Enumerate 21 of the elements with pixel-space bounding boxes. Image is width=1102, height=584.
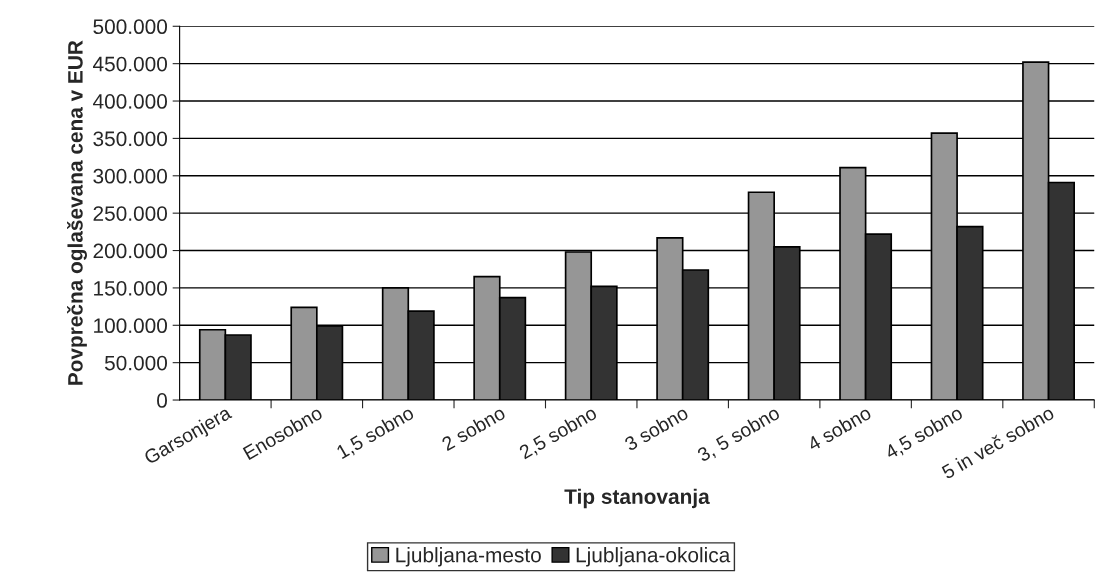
legend-label: Ljubljana-okolica <box>576 547 731 567</box>
x-tick-label: 3, 5 sobno <box>696 405 782 465</box>
y-tick-label: 200.000 <box>93 243 168 259</box>
x-tick-label: 2 sobno <box>440 405 507 452</box>
y-tick-label: 250.000 <box>93 206 168 221</box>
y-tick-label: 300.000 <box>93 168 168 184</box>
y-tick-label: 450.000 <box>93 56 168 72</box>
y-tick-label: 400.000 <box>93 94 168 109</box>
x-tick-label: 2,5 sobno <box>518 405 599 462</box>
legend-label: Ljubljana-mesto <box>396 547 541 567</box>
y-axis-title: Povprečna oglaševana cena v EUR <box>67 40 87 385</box>
y-tick-label: 150.000 <box>94 280 168 296</box>
x-tick-label: 1,5 sobno <box>335 405 416 462</box>
y-tick-label: 50.000 <box>104 355 168 371</box>
y-tick-label: 0 <box>157 393 168 408</box>
x-axis-title: Tip stanovanja <box>564 488 710 509</box>
y-tick-label: 500.000 <box>93 19 168 35</box>
x-tick-label: 3 sobno <box>623 405 690 452</box>
x-tick-label: 4 sobno <box>806 405 873 452</box>
y-tick-label: 100.000 <box>94 318 168 334</box>
y-tick-label: 350.000 <box>93 131 168 147</box>
